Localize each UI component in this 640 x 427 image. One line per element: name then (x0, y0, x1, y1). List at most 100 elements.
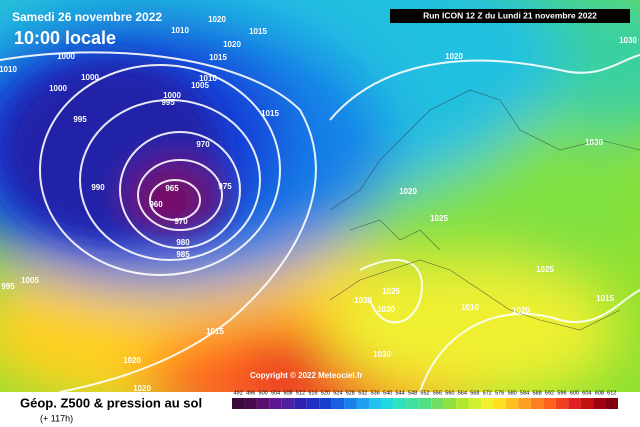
scale-swatch (593, 398, 606, 409)
isobar-label: 1030 (377, 305, 395, 314)
isobar-label: 1030 (354, 296, 372, 305)
scale-label: 536 (371, 390, 380, 396)
isobar-label: 995 (1, 282, 15, 291)
scale-swatch (319, 398, 332, 409)
scale-swatch (381, 398, 394, 409)
isobar-label: 1020 (223, 40, 241, 49)
isobar-label: 1025 (536, 265, 554, 274)
scale-swatch (368, 398, 382, 409)
scale-label: 520 (321, 390, 330, 396)
scale-label: 592 (545, 390, 554, 396)
scale-swatch (306, 398, 320, 409)
color-scale: 492 496 500 504 508 512 516 520 524 528 532 536 540 5… (232, 390, 618, 409)
run-box (390, 9, 630, 23)
isobar-label: 1020 (399, 187, 417, 196)
scale-label: 540 (383, 390, 392, 396)
scale-label: 552 (420, 390, 429, 396)
scale-swatch (418, 398, 432, 409)
isobar-label: 1030 (585, 138, 603, 147)
isobar-label: 985 (176, 250, 190, 259)
scale-swatch (530, 398, 544, 409)
scale-label: 612 (607, 390, 616, 396)
scale-swatch (431, 398, 444, 409)
scale-swatch (406, 398, 419, 409)
scale-label: 580 (508, 390, 517, 396)
isobar-label: 1025 (430, 214, 448, 223)
isobar-label: 1000 (57, 52, 75, 61)
scale-swatch (505, 398, 519, 409)
scale-label: 500 (259, 390, 268, 396)
scale-swatch (493, 398, 506, 409)
isobar-label: 1015 (596, 294, 614, 303)
scale-swatch (244, 398, 257, 409)
scale-label: 576 (495, 390, 504, 396)
isobar-label: 1030 (373, 350, 391, 359)
scale-label: 572 (483, 390, 492, 396)
isobar-label: 1020 (208, 15, 226, 24)
scale-swatch (543, 398, 556, 409)
scale-swatch (294, 398, 307, 409)
isobar-label: 1025 (382, 287, 400, 296)
isobar-label: 1015 (206, 327, 224, 336)
isobar-label: 1000 (163, 91, 181, 100)
isobar-label: 1020 (133, 384, 151, 393)
isobar-label: 1030 (619, 36, 637, 45)
scale-label: 524 (333, 390, 342, 396)
scale-swatch (256, 398, 270, 409)
isobar-label: 1010 (0, 65, 17, 74)
scale-label: 604 (582, 390, 591, 396)
isobar-label: 1000 (49, 84, 67, 93)
scale-swatch (344, 398, 357, 409)
isobar-label: 960 (149, 200, 163, 209)
scale-label: 600 (570, 390, 579, 396)
scale-label: 568 (470, 390, 479, 396)
isobar-label: 1015 (209, 53, 227, 62)
scale-label: 512 (296, 390, 305, 396)
isobar-label: 1020 (445, 52, 463, 61)
scale-label: 564 (458, 390, 467, 396)
scale-swatch (331, 398, 345, 409)
scale-label: 608 (595, 390, 604, 396)
scale-label: 504 (271, 390, 280, 396)
isobar-label: 970 (196, 140, 210, 149)
scale-swatch (356, 398, 369, 409)
isobar-label: 965 (165, 184, 179, 193)
isobar-label: 1005 (191, 81, 209, 90)
scale-label: 492 (234, 390, 243, 396)
valid-date: Samedi 26 novembre 2022 (12, 10, 162, 24)
isobar-label: 1020 (512, 306, 530, 315)
scale-label: 596 (557, 390, 566, 396)
isobar-label: 1010 (171, 26, 189, 35)
scale-swatch (232, 398, 245, 409)
scale-label: 548 (408, 390, 417, 396)
scale-swatch (518, 398, 531, 409)
scale-swatch (605, 398, 618, 409)
isobar-label: 980 (176, 238, 190, 247)
isobar-label: 1015 (261, 109, 279, 118)
isobar-label: 995 (161, 98, 175, 107)
isobar-label: 975 (218, 182, 232, 191)
copyright: Copyright © 2022 Meteociel.fr (250, 371, 363, 380)
isobar-label: 970 (174, 217, 188, 226)
run-info: Run ICON 12 Z du Lundi 21 novembre 2022 (423, 10, 597, 20)
valid-time: 10:00 locale (14, 28, 116, 48)
scale-label: 496 (246, 390, 255, 396)
scale-label: 560 (445, 390, 454, 396)
scale-label: 588 (532, 390, 541, 396)
isobar-label: 1015 (249, 27, 267, 36)
scale-swatch (481, 398, 494, 409)
footer-title: Géop. Z500 & pression au sol (20, 395, 202, 410)
scale-label: 532 (358, 390, 367, 396)
isobar-label: 1020 (123, 356, 141, 365)
scale-swatch (281, 398, 295, 409)
scale-swatch (456, 398, 469, 409)
scale-swatch (269, 398, 282, 409)
isobar-label: 995 (73, 115, 87, 124)
scale-label: 556 (433, 390, 442, 396)
isobar-label: 1010 (199, 74, 217, 83)
isobar-label: 1005 (21, 276, 39, 285)
